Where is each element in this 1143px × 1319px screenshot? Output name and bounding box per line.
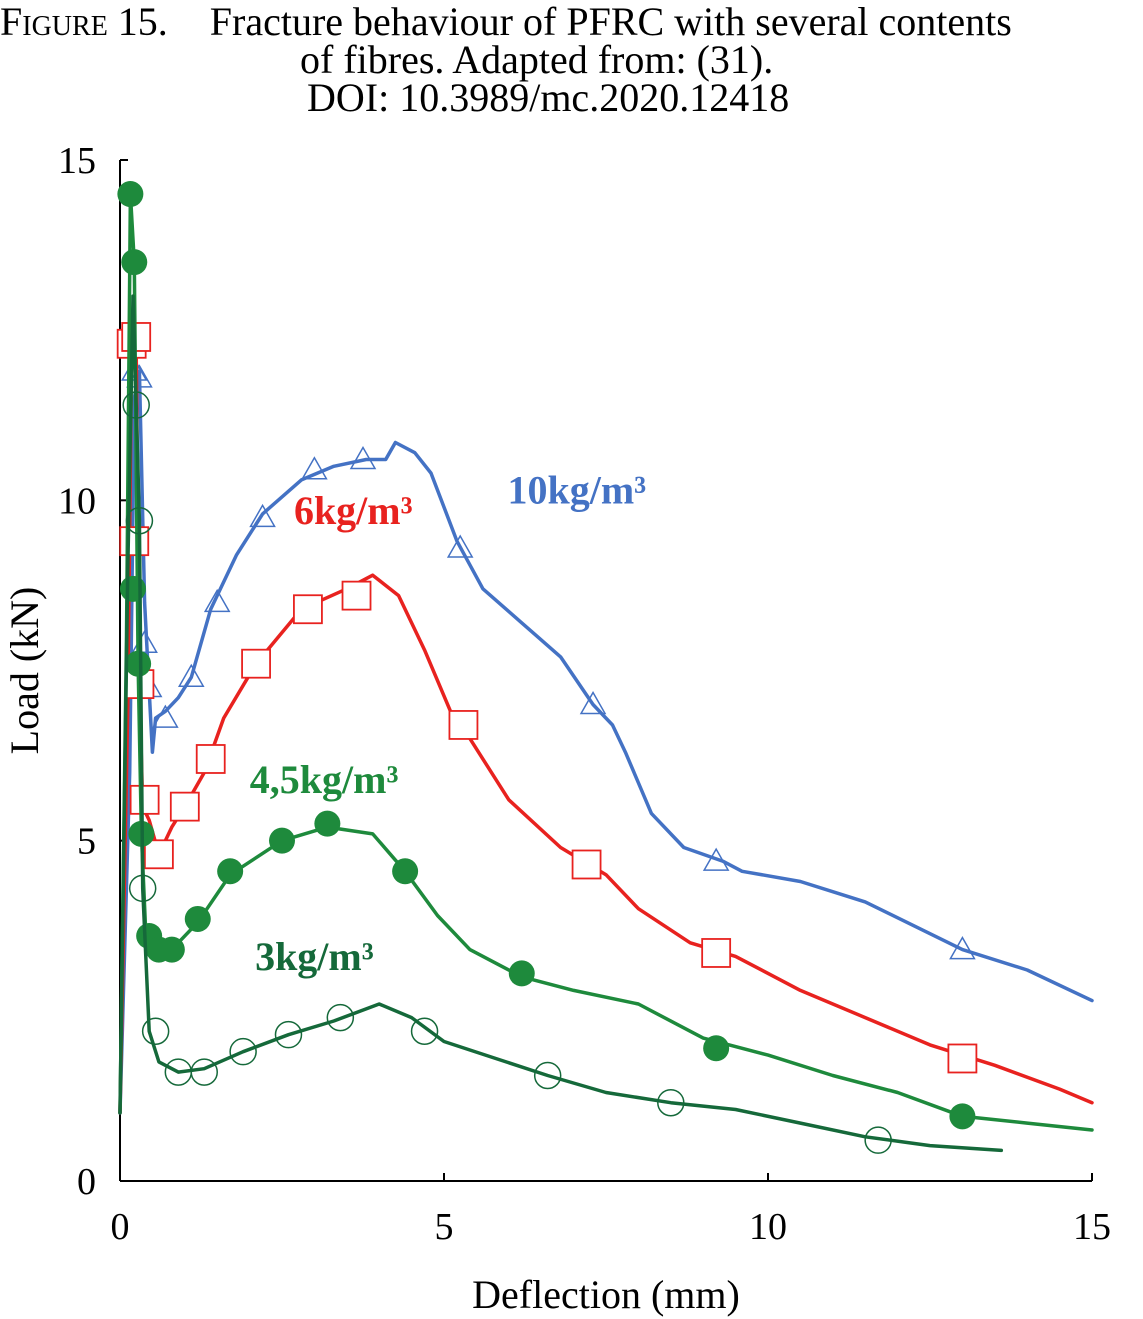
series-2 — [116, 322, 1094, 1115]
series-4-marker — [190, 1058, 218, 1086]
series-2-marker — [129, 784, 160, 815]
series-3-marker — [392, 858, 419, 885]
series-3-marker — [125, 650, 152, 677]
series-4-marker — [657, 1088, 685, 1117]
series-2-marker — [341, 580, 372, 611]
series-2-marker — [195, 744, 226, 774]
caption-title-line-1: Fracture behaviour of PFRC with several … — [209, 0, 1012, 44]
series-3-marker — [121, 249, 148, 276]
series-3-label: 4,5kg/m³ — [250, 757, 399, 802]
chart-series — [116, 181, 1094, 1154]
series-4-marker — [410, 1017, 439, 1046]
series-3-marker — [117, 181, 144, 208]
x-tick-label: 5 — [435, 1206, 454, 1248]
caption-doi: DOI: 10.3989/mc.2020.12418 — [307, 75, 790, 120]
series-3-marker — [314, 810, 341, 837]
series-2-marker — [241, 648, 271, 679]
series-1-marker — [949, 936, 976, 960]
series-1-label: 10kg/m³ — [508, 468, 647, 513]
series-3-marker — [269, 827, 295, 854]
series-1-marker — [446, 534, 474, 558]
series-1-marker — [152, 704, 179, 728]
series-1-marker — [301, 456, 328, 480]
series-4-marker — [128, 874, 157, 903]
series-1-marker — [126, 364, 153, 388]
series-1-marker — [177, 663, 205, 688]
series-2-label: 6kg/m³ — [294, 488, 413, 533]
x-tick-label: 15 — [1073, 1206, 1111, 1248]
series-3-marker — [949, 1103, 976, 1130]
series-3-marker — [158, 936, 185, 963]
series-4-line — [118, 294, 1004, 1153]
series-4-marker — [125, 507, 154, 535]
series-4-label: 3kg/m³ — [255, 934, 374, 979]
y-tick-label: 5 — [77, 821, 96, 863]
x-axis-title: Deflection (mm) — [472, 1272, 740, 1317]
series-3-line — [118, 192, 1094, 1132]
x-tick-label: 10 — [749, 1206, 787, 1248]
series-3 — [117, 181, 1094, 1132]
series-4-marker — [326, 1003, 355, 1032]
series-2-marker — [448, 710, 479, 740]
series-3-marker — [703, 1035, 730, 1062]
series-4-marker — [141, 1017, 170, 1046]
series-4-marker — [229, 1037, 257, 1066]
series-3-marker — [508, 960, 535, 987]
series-2-marker — [571, 849, 602, 880]
x-tick-label: 0 — [111, 1206, 130, 1248]
chart-series-labels: 10kg/m³ 6kg/m³ 4,5kg/m³ 3kg/m³ — [250, 468, 646, 979]
y-axis-title: Load (kN) — [2, 587, 47, 755]
series-2-marker — [947, 1043, 978, 1074]
y-tick-label: 10 — [58, 480, 96, 522]
series-2-marker — [293, 594, 323, 625]
caption-figure-label: Figure 15. — [0, 0, 168, 44]
series-1-marker — [249, 503, 276, 528]
series-1-marker — [203, 588, 231, 613]
series-3-marker — [184, 905, 211, 932]
series-2-marker — [701, 938, 732, 968]
series-4-marker — [122, 391, 150, 419]
series-3-marker — [217, 858, 244, 885]
series-2-marker — [169, 791, 200, 822]
series-3-marker — [119, 575, 146, 602]
series-1-marker — [349, 445, 377, 470]
y-tick-label: 15 — [58, 140, 96, 182]
y-tick-label: 0 — [77, 1161, 96, 1203]
caption-title-line-2: of fibres. Adapted from: (31). — [300, 37, 774, 82]
series-2-marker — [119, 526, 150, 557]
series-1-marker — [702, 847, 730, 871]
caption-line-1: Figure 15. Fracture behaviour of PFRC wit… — [0, 2, 1012, 42]
series-4 — [118, 294, 1004, 1154]
series-4-marker — [864, 1126, 892, 1154]
series-4-marker — [533, 1061, 562, 1090]
series-2-marker — [143, 839, 174, 870]
series-4-marker — [274, 1020, 303, 1049]
series-1-marker — [579, 691, 607, 715]
